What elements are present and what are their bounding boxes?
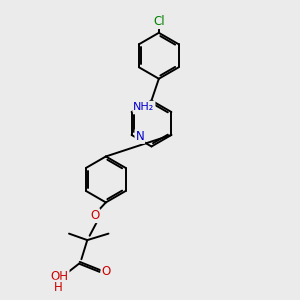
Text: NH₂: NH₂ <box>133 102 154 112</box>
Text: N: N <box>136 130 144 143</box>
Text: H: H <box>54 281 63 294</box>
Text: OH: OH <box>51 270 69 283</box>
Text: O: O <box>101 266 111 278</box>
Text: Cl: Cl <box>153 15 165 28</box>
Text: O: O <box>90 209 99 222</box>
